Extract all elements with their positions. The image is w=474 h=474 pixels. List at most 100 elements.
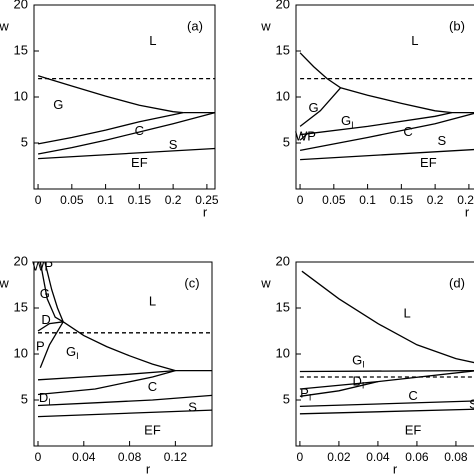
phase-boundary xyxy=(37,369,176,381)
y-tick-label: 5 xyxy=(283,134,290,149)
region-name: P xyxy=(36,339,45,354)
region-name: L xyxy=(149,294,156,309)
region-name: L xyxy=(404,306,411,321)
panel-label: (d) xyxy=(449,275,465,290)
phase-boundary xyxy=(299,400,474,408)
region-name: S xyxy=(169,137,178,152)
y-axis-label: w xyxy=(260,18,271,33)
region-label: L xyxy=(149,294,156,309)
region-name: WP xyxy=(295,129,316,144)
x-axis-label: r xyxy=(393,461,398,474)
region-label: GI xyxy=(66,345,79,362)
region-name: C xyxy=(135,123,144,138)
region-label: EF xyxy=(131,156,148,171)
region-label: L xyxy=(149,33,156,48)
x-tick-label: 0.1 xyxy=(97,193,114,207)
y-axis-label: w xyxy=(0,18,9,33)
y-tick-label: 10 xyxy=(14,88,28,103)
x-tick-label: 0.25 xyxy=(195,193,219,207)
y-axis-label: w xyxy=(0,275,9,290)
x-tick-label: 0.1 xyxy=(359,193,376,207)
region-label: S xyxy=(188,400,197,415)
region-label: C xyxy=(135,123,144,138)
x-tick-label: 0 xyxy=(35,450,42,464)
region-name: G xyxy=(66,345,76,360)
x-axis-label: r xyxy=(146,461,151,474)
region-name: C xyxy=(403,124,412,139)
y-axis-label: w xyxy=(260,275,271,290)
region-label: G xyxy=(40,287,50,302)
region-name: D xyxy=(41,312,50,327)
x-axis-label: r xyxy=(465,204,470,219)
phase-boundary xyxy=(301,270,474,364)
phase-boundary xyxy=(39,321,64,369)
region-label: DI xyxy=(352,374,364,391)
region-name: S xyxy=(438,134,447,149)
region-name: G xyxy=(53,98,63,113)
x-tick-label: 0.05 xyxy=(322,193,346,207)
phase-boundary xyxy=(299,408,474,415)
y-tick-label: 10 xyxy=(14,345,28,360)
region-label: DI xyxy=(39,391,51,408)
panel: 5 10 15 20 0 0.05 0.1 0.15 0.2 0.25r w (a) L G C S EF xyxy=(0,0,219,219)
region-label: C xyxy=(408,389,417,404)
region-name: L xyxy=(149,33,156,48)
phase-boundary xyxy=(39,261,64,323)
panel-label: (c) xyxy=(184,275,199,290)
region-label: C xyxy=(148,379,157,394)
x-tick-label: 0.04 xyxy=(366,450,390,464)
region-label: WP xyxy=(295,129,316,144)
y-tick-label: 15 xyxy=(14,42,28,57)
phase-boundary xyxy=(299,112,474,152)
region-subscript: I xyxy=(362,381,365,391)
region-name: C xyxy=(148,379,157,394)
region-name: D xyxy=(39,391,48,406)
phase-boundary xyxy=(299,380,379,397)
phase-boundary xyxy=(44,261,176,372)
x-tick-label: 0.12 xyxy=(164,450,188,464)
region-label: GI xyxy=(341,113,354,130)
x-tick-label: 0.02 xyxy=(327,450,351,464)
x-tick-label: 0.04 xyxy=(72,450,96,464)
phase-boundary xyxy=(38,147,216,160)
region-label: EF xyxy=(144,423,161,438)
y-tick-label: 15 xyxy=(14,299,28,314)
region-label: S xyxy=(438,134,447,149)
region-name: G xyxy=(352,353,362,368)
phase-boundary xyxy=(37,111,216,155)
phase-boundary xyxy=(37,369,176,396)
y-tick-label: 5 xyxy=(21,391,28,406)
region-name: WP xyxy=(32,259,53,274)
y-tick-label: 15 xyxy=(276,42,290,57)
region-label: C xyxy=(403,124,412,139)
region-name: EF xyxy=(420,156,437,171)
region-name: EF xyxy=(144,423,161,438)
x-axis-label: r xyxy=(203,204,208,219)
panel-label: (a) xyxy=(187,18,203,33)
region-label: G xyxy=(308,100,318,115)
phase-boundary xyxy=(37,75,184,114)
x-tick-label: 0.08 xyxy=(444,450,468,464)
region-label: GI xyxy=(352,353,365,370)
phase-boundary xyxy=(300,148,474,161)
phase-boundary xyxy=(299,132,309,141)
x-tick-label: 0.25 xyxy=(457,193,474,207)
x-tick-label: 0.2 xyxy=(427,193,444,207)
x-tick-label: 0 xyxy=(35,193,42,207)
region-label: L xyxy=(404,306,411,321)
region-name: EF xyxy=(131,156,148,171)
region-subscript: I xyxy=(351,120,354,130)
y-tick-label: 20 xyxy=(276,0,290,11)
phase-boundary xyxy=(299,52,453,114)
x-tick-label: 0.15 xyxy=(128,193,152,207)
region-label: G xyxy=(53,98,63,113)
region-subscript: I xyxy=(48,397,51,407)
phase-boundary xyxy=(300,111,453,136)
x-tick-label: 0.06 xyxy=(405,450,429,464)
y-tick-label: 5 xyxy=(283,391,290,406)
y-tick-label: 10 xyxy=(276,345,290,360)
phase-boundary xyxy=(37,409,213,418)
region-name: P xyxy=(300,386,309,401)
phase-boundary xyxy=(37,394,213,407)
